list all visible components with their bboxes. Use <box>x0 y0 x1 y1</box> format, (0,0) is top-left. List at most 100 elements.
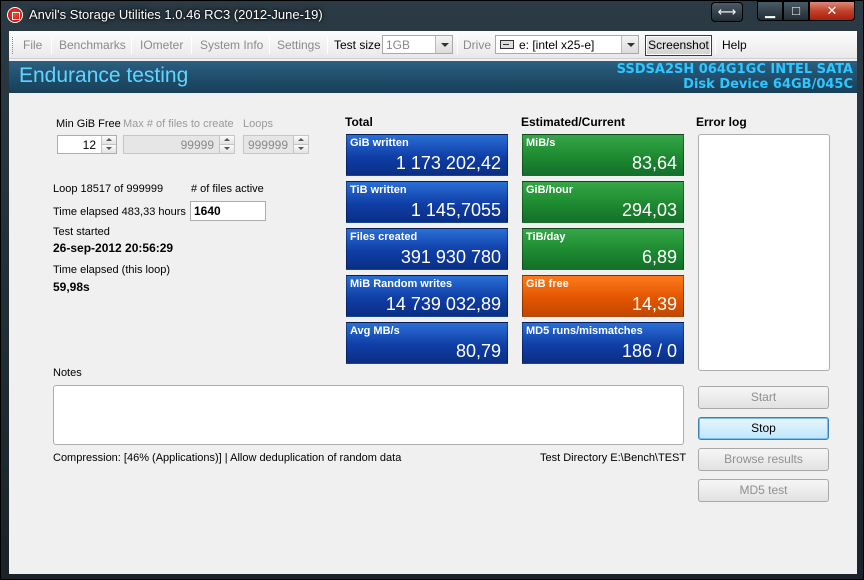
compression-info: Compression: [46% (Applications)] | Allo… <box>53 452 402 464</box>
loop-counter: Loop 18517 of 999999 <box>53 183 164 195</box>
screenshot-button[interactable]: Screenshot <box>645 35 712 56</box>
tile-value: 186 / 0 <box>621 341 677 361</box>
menu-file[interactable]: File <box>23 38 43 52</box>
drive-select[interactable]: e: [intel x25-e] <box>495 35 639 54</box>
device-name-line2: Disk Device 64GB/045C <box>683 77 853 92</box>
drive-value: e: [intel x25-e] <box>519 38 595 52</box>
tile-gib-hour: GiB/hour 294,03 <box>522 181 684 223</box>
title-bar[interactable]: Anvil's Storage Utilities 1.0.46 RC3 (20… <box>1 1 863 29</box>
total-heading: Total <box>345 115 373 129</box>
stepper-buttons[interactable] <box>219 136 234 153</box>
tile-value: 14,39 <box>631 294 677 314</box>
test-started-label: Test started <box>53 226 110 238</box>
tile-gib-free: GiB free 14,39 <box>522 275 684 317</box>
tile-mibs: MiB/s 83,64 <box>522 134 684 176</box>
tile-value: 83,64 <box>631 153 677 173</box>
chevron-down-icon[interactable] <box>220 144 234 153</box>
test-size-value: 1GB <box>386 38 411 52</box>
max-files-stepper[interactable]: 99999 <box>123 135 235 154</box>
test-size-label: Test size <box>334 38 381 52</box>
min-gib-free-label: Min GiB Free <box>56 118 121 130</box>
page-title: Endurance testing <box>19 64 189 87</box>
tile-tib-written: TiB written 1 145,7055 <box>346 181 508 223</box>
tile-md5-runs: MD5 runs/mismatches 186 / 0 <box>522 322 684 364</box>
browse-results-button[interactable]: Browse results <box>698 448 829 471</box>
min-gib-free-value: 12 <box>82 138 96 152</box>
tile-value: 14 739 032,89 <box>385 294 501 314</box>
chevron-down-icon[interactable] <box>294 144 308 153</box>
chevron-down-icon[interactable] <box>435 36 452 53</box>
chevron-up-icon[interactable] <box>220 136 234 145</box>
close-button[interactable]: ✕ <box>809 1 855 21</box>
menu-separator <box>715 36 716 54</box>
device-name-line1: SSDSA2SH 064G1GC INTEL SATA <box>616 62 853 77</box>
min-gib-free-stepper[interactable]: 12 <box>57 135 117 154</box>
tile-title: TiB written <box>350 184 407 196</box>
minimize-button[interactable]: ▁ <box>757 1 783 21</box>
chevron-down-icon[interactable] <box>102 144 116 153</box>
tile-title: Files created <box>350 231 418 243</box>
error-log-box[interactable] <box>698 134 830 371</box>
files-active-field[interactable]: 1640 <box>190 201 266 221</box>
menu-separator <box>327 36 328 54</box>
loops-label: Loops <box>243 118 273 130</box>
close-icon: ✕ <box>826 3 838 18</box>
loops-value: 999999 <box>247 138 288 152</box>
app-logo-icon[interactable] <box>7 7 23 23</box>
menu-separator <box>51 36 52 54</box>
menu-separator <box>131 36 132 54</box>
stepper-buttons[interactable] <box>101 136 116 153</box>
page-header: Endurance testing SSDSA2SH 064G1GC INTEL… <box>9 61 857 93</box>
menu-help[interactable]: Help <box>722 38 747 52</box>
max-files-label: Max # of files to create <box>123 118 234 130</box>
tile-tib-day: TiB/day 6,89 <box>522 228 684 270</box>
notes-textarea[interactable] <box>53 385 684 445</box>
files-active-label: # of files active <box>191 183 264 195</box>
stepper-buttons[interactable] <box>293 136 308 153</box>
stop-button[interactable]: Stop <box>698 417 829 440</box>
client-area: File Benchmarks IOmeter System Info Sett… <box>9 31 857 574</box>
tile-avg-mbs: Avg MB/s 80,79 <box>346 322 508 364</box>
loop-elapsed-value: 59,98s <box>53 280 90 294</box>
chevron-down-icon[interactable] <box>621 36 638 53</box>
tile-title: MiB/s <box>526 137 556 149</box>
time-elapsed: Time elapsed 483,33 hours <box>53 206 186 218</box>
menu-benchmarks[interactable]: Benchmarks <box>59 38 126 52</box>
toolbar-grip-icon[interactable] <box>12 37 15 54</box>
tile-title: GiB/hour <box>526 184 574 196</box>
menu-system-info[interactable]: System Info <box>200 38 264 52</box>
tile-mib-random-writes: MiB Random writes 14 739 032,89 <box>346 275 508 317</box>
chevron-up-icon[interactable] <box>294 136 308 145</box>
drive-label: Drive <box>463 38 492 52</box>
maximize-button[interactable]: □ <box>783 1 809 21</box>
tile-title: GiB written <box>350 137 409 149</box>
test-size-select[interactable]: 1GB <box>382 35 453 54</box>
tile-gib-written: GiB written 1 173 202,42 <box>346 134 508 176</box>
error-log-heading: Error log <box>696 115 747 129</box>
estimated-heading: Estimated/Current <box>521 115 626 129</box>
loops-stepper[interactable]: 999999 <box>243 135 309 154</box>
start-button[interactable]: Start <box>698 386 829 409</box>
tile-value: 1 173 202,42 <box>395 153 501 173</box>
tile-title: MiB Random writes <box>350 278 453 290</box>
tile-files-created: Files created 391 930 780 <box>346 228 508 270</box>
tile-value: 391 930 780 <box>400 247 501 267</box>
menu-separator <box>191 36 192 54</box>
menu-iometer[interactable]: IOmeter <box>140 38 184 52</box>
drive-icon <box>500 40 514 49</box>
tile-value: 80,79 <box>455 341 501 361</box>
tile-title: MD5 runs/mismatches <box>526 325 643 337</box>
tile-title: Avg MB/s <box>350 325 400 337</box>
notes-label: Notes <box>53 367 82 379</box>
chevron-up-icon[interactable] <box>102 136 116 145</box>
loop-elapsed-label: Time elapsed (this loop) <box>53 264 170 276</box>
resize-arrows-button[interactable]: ⟷ <box>711 2 743 22</box>
test-directory-info: Test Directory E:\Bench\TEST <box>540 452 687 464</box>
max-files-value: 99999 <box>180 138 214 152</box>
menu-settings[interactable]: Settings <box>277 38 321 52</box>
menu-bar: File Benchmarks IOmeter System Info Sett… <box>9 31 857 59</box>
menu-separator <box>457 36 458 54</box>
md5-test-button[interactable]: MD5 test <box>698 479 829 502</box>
window-title: Anvil's Storage Utilities 1.0.46 RC3 (20… <box>29 7 323 22</box>
